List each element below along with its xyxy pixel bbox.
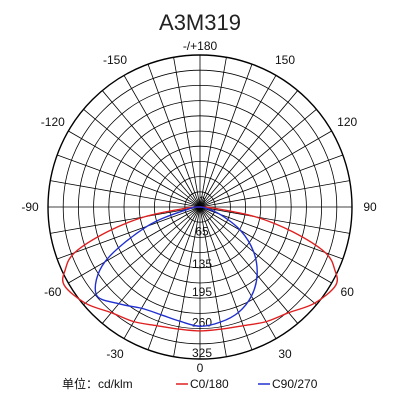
grid-spoke	[199, 108, 317, 208]
angle-tick-label: 60	[341, 285, 355, 299]
grid-spoke	[83, 108, 201, 208]
grid-spoke	[147, 64, 201, 208]
angle-tick-labels: -/+180 150 120 90 60 30 0 -30 -60 -90 -120 -150	[21, 39, 377, 375]
grid-spoke	[199, 206, 299, 324]
intensity-curves	[61, 206, 339, 332]
legend-label-c90-270: C90/270	[272, 377, 318, 391]
radial-tick-label: 260	[192, 316, 212, 330]
grid-spoke	[199, 57, 227, 208]
grid-spoke	[199, 206, 317, 306]
grid-spoke	[199, 180, 350, 208]
grid-spoke	[199, 64, 253, 208]
angle-tick-label: 90	[363, 200, 377, 214]
series-curve-c0-180	[61, 206, 339, 332]
grid-spoke	[199, 75, 277, 208]
angle-tick-label: -30	[106, 347, 124, 361]
grid-spoke	[199, 154, 343, 208]
grid-spoke	[199, 206, 343, 260]
angle-tick-label: 0	[197, 361, 204, 375]
angle-tick-label: -90	[21, 200, 39, 214]
angle-tick-label: -120	[41, 115, 65, 129]
chart-title: A3M319	[159, 10, 241, 35]
grid-spoke	[173, 57, 201, 208]
angle-tick-label: 120	[337, 115, 357, 129]
grid-spoke	[101, 90, 201, 208]
grid-spoke	[173, 206, 201, 357]
angle-tick-label: -150	[103, 53, 127, 67]
angle-tick-label: -60	[44, 285, 62, 299]
grid-spoke	[199, 206, 332, 284]
series-curve-c90-270	[94, 206, 258, 327]
grid-spoke	[199, 130, 332, 208]
angle-tick-label: 150	[275, 53, 295, 67]
radial-tick-label: 325	[192, 346, 212, 360]
radial-tick-label: 65	[195, 224, 209, 238]
grid-spoke	[57, 206, 201, 260]
polar-grid	[47, 54, 353, 360]
grid-spoke	[50, 206, 201, 234]
grid-spoke	[57, 154, 201, 208]
grid-spoke	[123, 206, 201, 339]
grid-spoke	[199, 206, 277, 339]
grid-spoke	[199, 90, 299, 208]
legend: 单位：cd/klm C0/180 C90/270	[62, 376, 318, 391]
grid-spoke	[83, 206, 201, 306]
grid-spoke	[199, 206, 350, 234]
grid-spoke	[123, 75, 201, 208]
angle-tick-label: -/+180	[183, 39, 218, 53]
radial-tick-label: 195	[192, 285, 212, 299]
unit-label: 单位：cd/klm	[62, 376, 133, 391]
radial-tick-label: 135	[192, 257, 212, 271]
legend-label-c0-180: C0/180	[190, 377, 229, 391]
grid-spoke	[199, 206, 227, 357]
grid-spoke	[50, 180, 201, 208]
angle-tick-label: 30	[278, 347, 292, 361]
radial-tick-label: 0	[199, 194, 206, 208]
grid-spoke	[68, 130, 201, 208]
grid-spoke	[68, 206, 201, 284]
